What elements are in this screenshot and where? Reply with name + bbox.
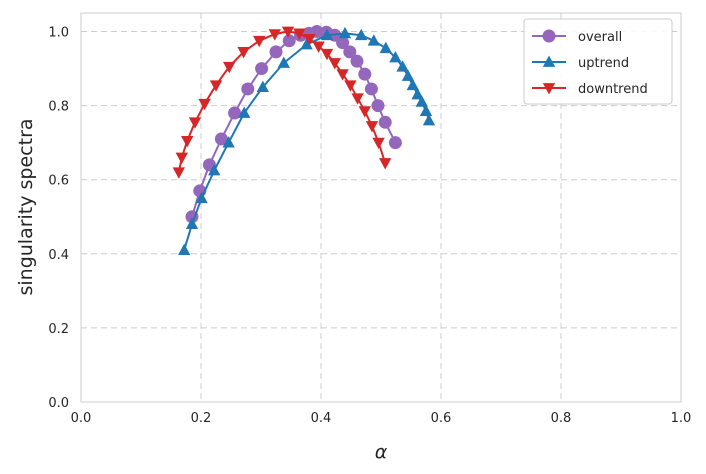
x-tick-label: 1.0 xyxy=(671,411,692,426)
legend-marker xyxy=(542,55,556,67)
data-point-overall xyxy=(364,82,378,96)
x-tick-label: 0.0 xyxy=(71,411,92,426)
legend-marker xyxy=(542,83,556,95)
data-point-downtrend xyxy=(293,28,306,40)
y-tick-label: 1.0 xyxy=(48,26,69,41)
y-axis-label: singularity spectra xyxy=(15,118,37,295)
data-point-uptrend xyxy=(396,60,409,72)
data-point-downtrend xyxy=(351,93,364,105)
data-point-overall xyxy=(255,62,269,76)
data-point-uptrend xyxy=(277,56,290,68)
x-axis-ticks: 0.0 0.2 0.4 0.6 0.8 1.0 xyxy=(71,411,692,426)
data-point-overall xyxy=(269,45,283,59)
data-point-downtrend xyxy=(336,69,349,81)
x-axis-label: α xyxy=(375,441,388,463)
legend-label: downtrend xyxy=(578,82,648,97)
data-point-uptrend xyxy=(208,163,221,176)
legend-label: overall xyxy=(578,30,622,45)
legend-item-downtrend: downtrend xyxy=(532,82,648,97)
legend-box xyxy=(523,18,673,105)
series-overall xyxy=(185,25,402,224)
data-point-overall xyxy=(241,82,255,96)
legend-marker xyxy=(542,29,556,43)
data-point-overall xyxy=(282,34,296,48)
y-axis-ticks: 0.0 0.2 0.4 0.6 0.8 1.0 xyxy=(48,26,69,411)
data-point-overall xyxy=(336,36,350,50)
data-point-downtrend xyxy=(372,137,385,150)
series-layer xyxy=(172,25,436,255)
y-tick-label: 0.8 xyxy=(48,100,69,115)
data-point-downtrend xyxy=(379,158,392,170)
data-point-downtrend xyxy=(358,106,371,118)
data-point-downtrend xyxy=(209,80,223,92)
data-point-uptrend xyxy=(415,95,428,107)
data-point-downtrend xyxy=(312,41,325,53)
y-tick-label: 0.2 xyxy=(48,322,69,337)
legend-item-overall: overall xyxy=(532,29,622,45)
data-point-overall xyxy=(358,67,372,81)
data-point-downtrend xyxy=(281,26,295,39)
data-point-downtrend xyxy=(198,98,211,111)
data-point-downtrend xyxy=(172,167,185,179)
x-tick-label: 0.6 xyxy=(431,411,452,426)
data-point-uptrend xyxy=(355,28,368,41)
data-point-uptrend xyxy=(238,106,251,118)
data-point-downtrend xyxy=(303,34,316,46)
data-point-uptrend xyxy=(185,217,199,230)
data-point-overall xyxy=(343,45,357,59)
data-point-uptrend xyxy=(256,80,269,92)
legend-item-uptrend: uptrend xyxy=(532,55,629,71)
x-tick-label: 0.8 xyxy=(551,411,572,426)
data-point-downtrend xyxy=(223,61,236,74)
data-point-uptrend xyxy=(389,50,402,63)
data-point-overall xyxy=(378,115,392,129)
data-point-uptrend xyxy=(338,26,352,39)
data-point-downtrend xyxy=(181,135,194,148)
data-point-uptrend xyxy=(300,37,313,50)
y-tick-label: 0.6 xyxy=(48,174,69,189)
y-tick-label: 0.0 xyxy=(48,396,69,411)
x-tick-label: 0.4 xyxy=(311,411,332,426)
data-point-overall xyxy=(388,136,402,150)
data-point-downtrend xyxy=(365,121,379,133)
data-point-uptrend xyxy=(419,104,433,117)
legend-label: uptrend xyxy=(578,56,629,71)
data-point-downtrend xyxy=(320,48,334,61)
data-point-overall xyxy=(214,132,228,146)
series-uptrend xyxy=(178,26,436,255)
x-tick-label: 0.2 xyxy=(191,411,212,426)
y-tick-label: 0.4 xyxy=(48,248,69,263)
data-point-downtrend xyxy=(268,29,281,41)
data-point-overall xyxy=(228,106,242,120)
data-point-downtrend xyxy=(328,58,341,70)
data-point-downtrend xyxy=(188,117,202,129)
data-point-uptrend xyxy=(401,69,415,81)
data-point-uptrend xyxy=(195,191,208,204)
data-point-overall xyxy=(371,99,385,113)
data-point-uptrend xyxy=(222,136,235,148)
legend: overall uptrend downtrend xyxy=(523,18,673,105)
data-point-downtrend xyxy=(237,47,250,59)
data-point-uptrend xyxy=(406,78,419,91)
data-point-downtrend xyxy=(344,80,357,92)
data-point-uptrend xyxy=(411,88,424,100)
data-point-uptrend xyxy=(367,34,380,46)
data-point-downtrend xyxy=(253,35,266,48)
data-point-uptrend xyxy=(379,41,392,54)
data-point-downtrend xyxy=(175,152,188,164)
data-point-uptrend xyxy=(178,243,191,255)
data-point-uptrend xyxy=(422,113,436,126)
series-downtrend xyxy=(172,26,392,179)
data-point-overall xyxy=(350,54,364,68)
data-point-uptrend xyxy=(320,28,334,41)
